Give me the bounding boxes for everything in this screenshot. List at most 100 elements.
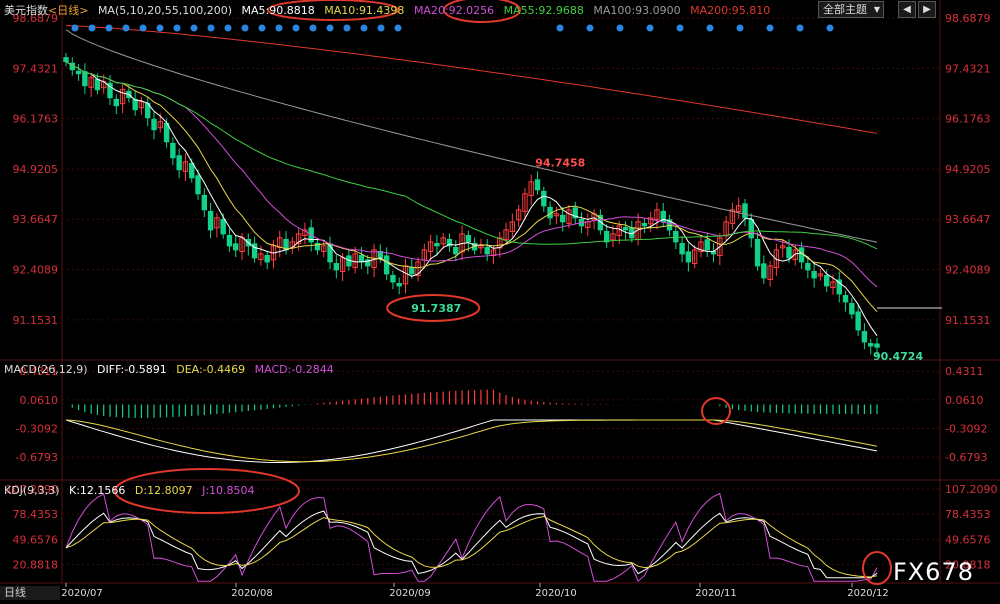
candle-body	[522, 193, 528, 212]
macd-dea-line	[65, 419, 878, 463]
candle-body	[679, 242, 685, 255]
candle-body	[339, 257, 346, 272]
period-label[interactable]: <日线>	[48, 4, 89, 17]
candle-body	[691, 249, 698, 264]
candle-body	[566, 209, 572, 224]
signal-marker-dot	[173, 24, 181, 32]
time-tick-label: 2020/10	[535, 588, 577, 599]
macd-tick-label-left: 0.4311	[20, 365, 59, 378]
candle-body	[258, 253, 264, 260]
kdj-j-value: J:10.8504	[202, 484, 255, 497]
signal-marker-dot	[105, 24, 113, 32]
nav-right-button[interactable]: ▶	[918, 1, 936, 18]
signal-marker-dot	[207, 24, 215, 32]
candle-body	[792, 249, 798, 260]
theme-dropdown[interactable]: 全部主题 ▼	[818, 1, 884, 18]
candle-body	[685, 251, 692, 263]
candle-body	[220, 218, 226, 235]
nav-left-button[interactable]: ◀	[898, 1, 916, 18]
candle-body	[824, 275, 830, 287]
candle-body	[176, 155, 182, 171]
candle-body	[321, 245, 327, 252]
macd-diff-value: DIFF:-0.5891	[97, 363, 167, 376]
candle-body	[748, 218, 754, 239]
candle-body	[610, 233, 616, 241]
price-tick-label-left: 94.9205	[13, 163, 59, 176]
candle-body	[842, 295, 849, 303]
signal-marker-dot	[616, 24, 624, 32]
candle-body	[201, 194, 208, 211]
candle-body	[195, 175, 201, 195]
candle-body	[553, 213, 560, 217]
candle-body	[352, 253, 358, 268]
ma20-highlight-ellipse	[443, 0, 521, 23]
candle-body	[453, 246, 459, 255]
macd-tick-label-right: 0.0610	[945, 394, 984, 407]
kdj-end-highlight	[862, 551, 892, 585]
signal-marker-dot	[586, 24, 594, 32]
signal-marker-dot	[394, 24, 402, 32]
period-tab[interactable]: 日线	[0, 586, 60, 600]
candle-body	[666, 219, 673, 231]
candle-body	[509, 221, 516, 232]
price-tick-label-left: 96.1763	[13, 113, 59, 126]
signal-marker-dot	[275, 24, 283, 32]
candle-body	[251, 243, 258, 259]
candle-body	[779, 245, 786, 249]
candle-body	[515, 209, 522, 221]
arrow-left-icon: ◀	[903, 4, 911, 15]
candle-body	[88, 77, 94, 88]
candle-body	[82, 71, 88, 87]
candle-body	[761, 263, 767, 279]
time-tick-label: 2020/08	[231, 588, 273, 599]
candle-body	[119, 89, 126, 105]
price-tick-label-left: 97.4321	[13, 62, 59, 75]
candle-body	[365, 259, 371, 267]
signal-marker-dot	[258, 24, 266, 32]
ma10-line	[65, 61, 878, 313]
candle-body	[641, 222, 648, 227]
macd-tick-label-left: -0.6793	[16, 451, 58, 464]
macd-tick-label-left: 0.0610	[20, 394, 59, 407]
latest-low-annotation-label: 90.4724	[873, 350, 923, 363]
ma10-highlight-ellipse	[267, 0, 399, 21]
signal-marker-dot	[292, 24, 300, 32]
candle-body	[446, 238, 453, 247]
candle-body	[805, 262, 811, 271]
candle-body	[528, 181, 534, 196]
theme-dropdown-label: 全部主题	[823, 3, 867, 16]
kdj-title: KDJ(9,3,3)	[4, 484, 60, 497]
kdj-tick-label-right: 49.6576	[945, 533, 991, 546]
signal-marker-dot	[796, 24, 804, 32]
macd-tick-label-right: -0.6793	[945, 451, 987, 464]
candle-body	[484, 246, 490, 255]
candle-body	[773, 249, 780, 268]
signal-marker-dot	[71, 24, 79, 32]
arrow-right-icon: ▶	[923, 4, 931, 15]
candle-body	[75, 70, 82, 75]
time-tick-label: 2020/09	[389, 588, 431, 599]
candle-body	[754, 238, 761, 267]
ma-title: MA(5,10,20,55,100,200)	[97, 4, 232, 17]
ma100-line	[65, 29, 878, 243]
candle-body	[314, 242, 321, 251]
ma55-line	[65, 61, 878, 250]
ma5-line	[65, 61, 878, 337]
candle-body	[836, 279, 842, 295]
signal-marker-dot	[646, 24, 654, 32]
signal-marker-dot	[377, 24, 385, 32]
ma100-value: MA100:93.0900	[593, 4, 681, 17]
candle-body	[415, 261, 421, 277]
symbol-label: 美元指数	[4, 4, 48, 17]
price-tick-label-left: 93.6647	[13, 213, 59, 226]
ma200-line	[65, 25, 878, 134]
price-tick-label-right: 97.4321	[945, 62, 991, 75]
candle-body	[465, 234, 472, 243]
ma20-value: MA20:92.0256	[413, 4, 495, 17]
kdj-k-value: K:12.1566	[69, 484, 126, 497]
candle-body	[239, 237, 245, 252]
candle-body	[157, 121, 164, 129]
macd-tick-label-left: -0.3092	[16, 422, 58, 435]
macd-dea-value: DEA:-0.4469	[176, 363, 246, 376]
